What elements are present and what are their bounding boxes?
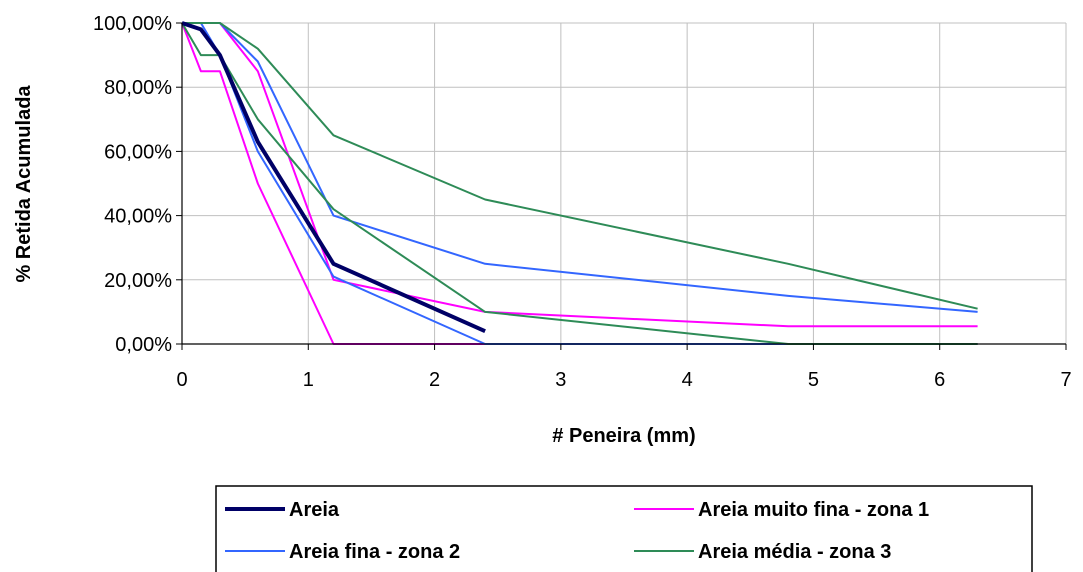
series-line-areia-fina-zona-2 — [182, 22, 978, 313]
x-tick-label: 2 — [429, 369, 440, 391]
legend-label: Areia média - zona 3 — [698, 541, 891, 563]
tick-labels: 0 1 2 3 4 5 6 7 0,00% 20,00% 40,00% 60,00% 80,00% 100… — [93, 13, 1072, 391]
x-tick-label: 1 — [303, 369, 314, 391]
gridlines — [182, 22, 1067, 344]
x-tick-label: 4 — [682, 369, 693, 391]
series-line-areia — [181, 21, 486, 334]
y-tick-label: 0,00% — [115, 334, 172, 356]
x-tick-label: 0 — [176, 369, 187, 391]
x-tick-label: 3 — [555, 369, 566, 391]
x-tick-label: 7 — [1060, 369, 1071, 391]
legend: Areia Areia muito fina - zona 1 Areia fina… — [215, 485, 1033, 572]
y-tick-label: 60,00% — [104, 141, 172, 163]
x-tick-label: 6 — [934, 369, 945, 391]
series-line-areia-media-zona-3 — [181, 22, 978, 345]
series-line-areia-fina-zona-2 — [182, 22, 978, 345]
y-tick-label: 80,00% — [104, 77, 172, 99]
y-tick-label: 100,00% — [93, 13, 172, 35]
series-line-areia-muito-fina-zona-1 — [181, 22, 978, 345]
legend-label: Areia — [289, 499, 340, 521]
y-axis-title: % Retida Acumulada — [13, 85, 35, 283]
x-tick-label: 5 — [808, 369, 819, 391]
y-tick-label: 40,00% — [104, 206, 172, 228]
legend-box — [215, 485, 1033, 572]
x-axis-title: # Peneira (mm) — [552, 425, 695, 447]
y-tick-label: 20,00% — [104, 270, 172, 292]
series-line-areia-media-zona-3 — [182, 22, 978, 310]
series-lines — [181, 21, 978, 345]
legend-label: Areia muito fina - zona 1 — [698, 499, 929, 521]
axes — [176, 22, 1067, 350]
legend-label: Areia fina - zona 2 — [289, 541, 460, 563]
